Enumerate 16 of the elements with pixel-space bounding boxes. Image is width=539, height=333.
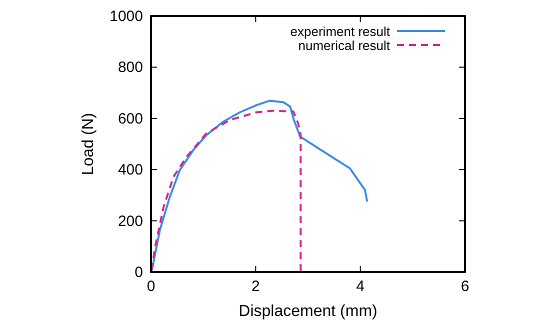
- legend-label: numerical result: [298, 38, 390, 53]
- y-tick-label: 0: [134, 264, 143, 281]
- x-axis-title: Displacement (mm): [238, 303, 378, 320]
- y-tick-label: 400: [118, 162, 143, 179]
- x-tick-label: 0: [146, 278, 156, 295]
- y-axis-title: Load (N): [80, 112, 97, 176]
- x-tick-label: 6: [460, 278, 470, 295]
- line-series: [151, 110, 302, 273]
- y-tick-label: 1000: [110, 8, 143, 25]
- x-tick-label: 2: [251, 278, 260, 295]
- line-series: [151, 100, 368, 273]
- y-tick-label: 600: [118, 110, 143, 128]
- legend-label: experiment result: [290, 24, 390, 39]
- y-tick-label: 800: [118, 59, 143, 76]
- y-tick-label: 200: [118, 212, 143, 230]
- x-tick-label: 4: [356, 278, 365, 295]
